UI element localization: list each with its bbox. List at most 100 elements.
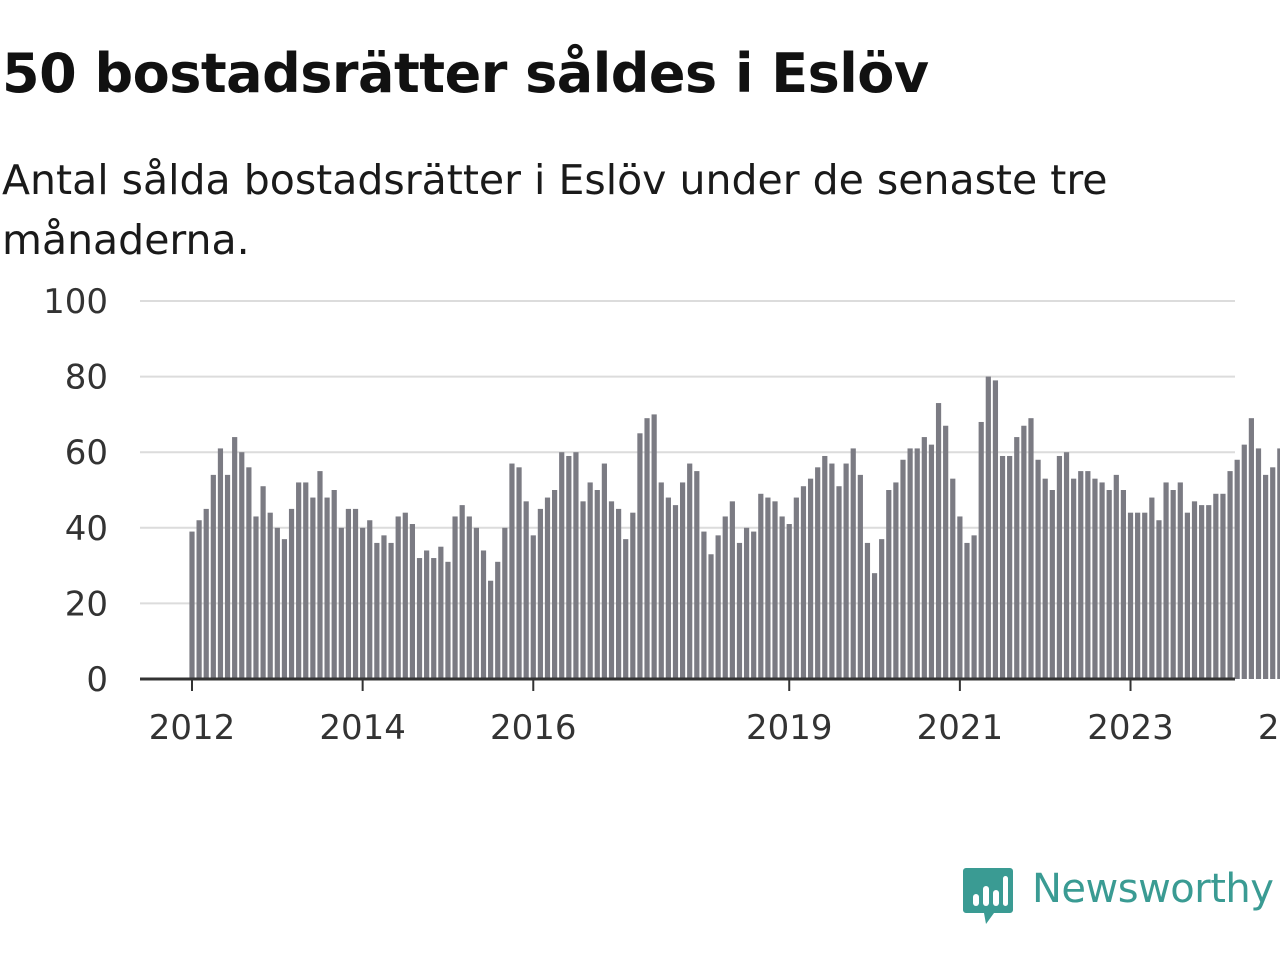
bar — [623, 539, 629, 679]
bar — [1227, 471, 1233, 679]
bar — [1177, 482, 1183, 679]
bar — [1078, 471, 1084, 679]
bar — [1049, 490, 1055, 679]
bar — [288, 508, 295, 679]
bar — [971, 535, 977, 679]
bar — [402, 512, 408, 679]
bar — [1021, 425, 1027, 679]
bar — [480, 550, 487, 679]
bar — [594, 490, 600, 679]
bar — [985, 376, 991, 679]
newsworthy-logo-text: Newsworthy — [1032, 866, 1274, 912]
bar — [1014, 437, 1020, 679]
bar — [943, 425, 949, 679]
bar — [1113, 474, 1119, 679]
x-tick-label: 2019 — [746, 708, 833, 748]
y-tick-label: 0 — [86, 660, 108, 700]
x-tick-label: 2025 — [1258, 708, 1280, 748]
x-tick-label: 2014 — [319, 708, 406, 748]
bar — [559, 452, 565, 679]
bar — [658, 482, 664, 679]
bar — [630, 512, 636, 679]
bar — [736, 542, 743, 679]
bar — [1213, 493, 1219, 679]
bar — [224, 474, 231, 679]
bar — [424, 550, 430, 679]
bar — [573, 452, 579, 679]
bar — [1063, 452, 1070, 679]
bar — [1106, 490, 1112, 679]
bar — [1277, 448, 1280, 679]
bar — [1206, 505, 1212, 679]
bar — [815, 467, 821, 679]
bar — [1170, 490, 1176, 679]
bar — [246, 467, 252, 679]
bar — [1042, 478, 1048, 679]
bar — [772, 501, 778, 679]
bar — [935, 403, 942, 679]
bar — [324, 497, 330, 679]
x-tick-label: 2016 — [490, 708, 577, 748]
bar — [1255, 448, 1262, 679]
bar — [253, 516, 259, 679]
bar — [900, 459, 906, 679]
bar — [914, 448, 920, 679]
bar — [267, 512, 273, 679]
newsworthy-logo: Newsworthy — [962, 862, 1280, 926]
bar — [807, 478, 814, 679]
bar — [708, 554, 714, 679]
bar — [879, 539, 885, 679]
bar — [793, 497, 799, 679]
bar — [587, 482, 593, 679]
bar — [210, 474, 216, 679]
bar — [687, 463, 693, 679]
bar — [999, 455, 1006, 679]
bar — [857, 474, 863, 679]
bar — [850, 448, 856, 679]
bar — [516, 467, 522, 679]
bar — [679, 482, 686, 679]
bar — [388, 542, 394, 679]
bar — [1263, 474, 1269, 679]
bar — [239, 452, 245, 679]
bar — [829, 463, 835, 679]
bar — [729, 501, 735, 679]
bar — [1248, 418, 1254, 679]
bar — [232, 437, 238, 679]
bar — [715, 535, 721, 679]
bar — [1120, 490, 1127, 679]
bar — [459, 505, 465, 679]
bar — [1071, 478, 1077, 679]
bar — [409, 524, 416, 679]
bar — [395, 516, 401, 679]
bar — [921, 437, 927, 679]
bar — [303, 482, 309, 679]
bar — [957, 516, 963, 679]
bar — [530, 535, 536, 679]
bar — [466, 516, 472, 679]
bar — [345, 508, 352, 679]
bar — [928, 444, 935, 679]
bar — [1127, 512, 1134, 679]
bar — [978, 421, 984, 679]
bar — [381, 535, 387, 679]
bar — [203, 508, 209, 679]
bar — [1099, 482, 1105, 679]
bar — [1191, 501, 1198, 679]
bar — [616, 508, 622, 679]
bar — [672, 505, 679, 679]
bar — [1184, 512, 1190, 679]
bar — [651, 414, 657, 679]
x-tick-label: 2012 — [149, 708, 236, 748]
bar — [1163, 482, 1169, 679]
bar — [260, 486, 266, 679]
bar — [523, 501, 529, 679]
bar — [608, 501, 615, 679]
newsworthy-logo-icon — [963, 868, 1013, 924]
bar — [431, 558, 437, 679]
bar — [964, 542, 970, 679]
bar — [871, 573, 878, 679]
bar — [751, 531, 757, 679]
bar — [722, 516, 728, 679]
bar — [196, 520, 202, 679]
